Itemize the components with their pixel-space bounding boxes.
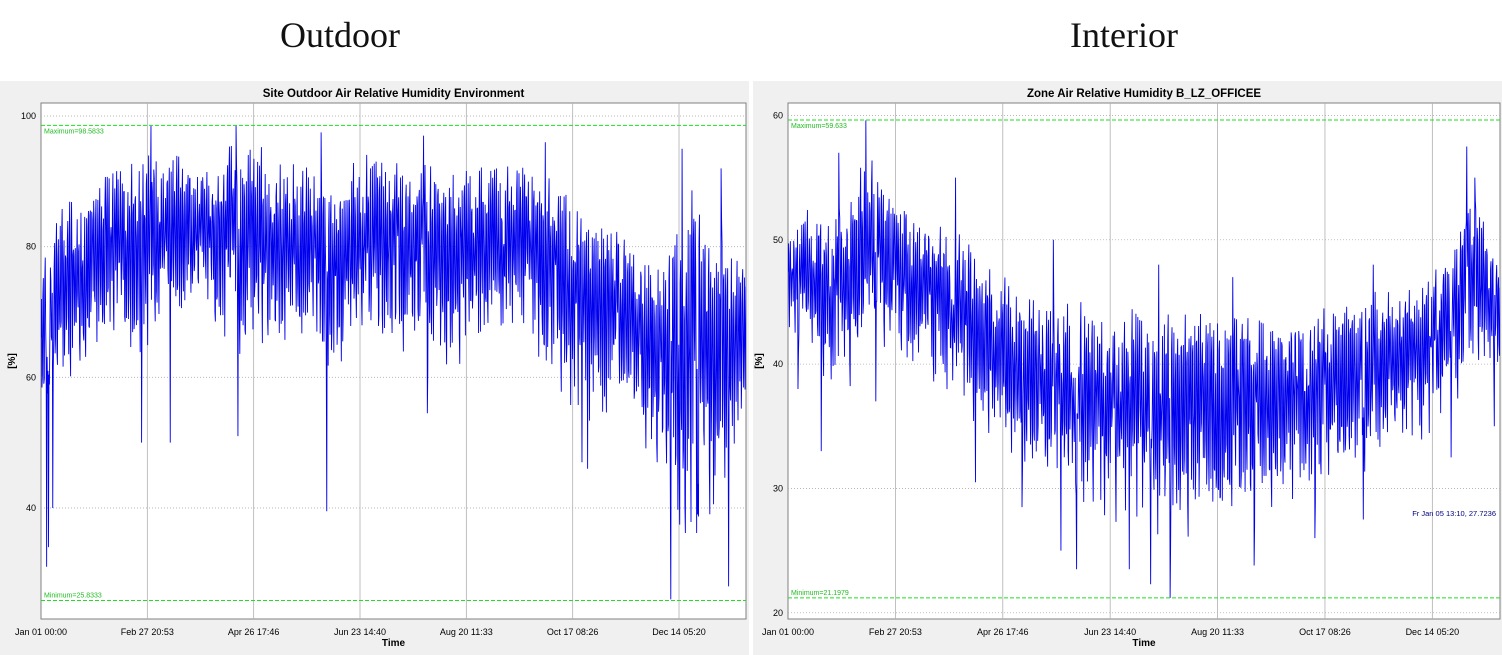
minimum-label: Minimum=25.8333 [44, 592, 102, 599]
y-axis-label: [%] [754, 353, 765, 369]
x-tick-label: Apr 26 17:46 [228, 627, 280, 637]
x-tick-label: Jun 23 14:40 [334, 627, 386, 637]
hover-annotation: Fr Jan 05 13:10, 27.7236 [1412, 509, 1496, 518]
y-tick-label: 30 [773, 483, 783, 493]
minimum-label: Minimum=21.1979 [791, 590, 849, 597]
interior-heading: Interior [1070, 15, 1178, 55]
x-tick-label: Feb 27 20:53 [869, 627, 922, 637]
chart-title: Site Outdoor Air Relative Humidity Envir… [263, 88, 525, 100]
outdoor-chart-panel: Site Outdoor Air Relative Humidity Envir… [0, 81, 749, 655]
y-tick-label: 80 [26, 242, 36, 252]
y-tick-label: 40 [773, 359, 783, 369]
x-axis-label: Time [382, 638, 406, 649]
x-tick-label: Dec 14 05:20 [1406, 627, 1460, 637]
y-tick-label: 60 [773, 110, 783, 120]
x-tick-label: Oct 17 08:26 [1299, 627, 1351, 637]
x-tick-label: Oct 17 08:26 [547, 627, 599, 637]
outdoor-heading: Outdoor [280, 15, 400, 55]
outdoor-humidity-chart: Site Outdoor Air Relative Humidity Envir… [7, 88, 747, 649]
maximum-label: Maximum=59.633 [791, 123, 847, 130]
y-tick-label: 60 [26, 372, 36, 382]
x-tick-label: Jan 01 00:00 [15, 627, 67, 637]
humidity-series-line [788, 120, 1500, 598]
interior-chart-panel: Zone Air Relative Humidity B_LZ_OFFICEE 2… [753, 81, 1502, 655]
x-tick-label: Apr 26 17:46 [977, 627, 1029, 637]
x-tick-label: Aug 20 11:33 [440, 627, 493, 637]
humidity-series-line [41, 125, 746, 600]
x-tick-label: Jun 23 14:40 [1084, 627, 1136, 637]
maximum-label: Maximum=98.5833 [44, 128, 104, 135]
y-tick-label: 40 [26, 503, 36, 513]
y-tick-label: 20 [773, 608, 783, 618]
x-tick-label: Feb 27 20:53 [121, 627, 174, 637]
x-tick-label: Jan 01 00:00 [762, 627, 814, 637]
interior-humidity-chart: Zone Air Relative Humidity B_LZ_OFFICEE 2… [754, 88, 1501, 649]
y-axis-label: [%] [7, 353, 18, 369]
x-tick-label: Aug 20 11:33 [1191, 627, 1244, 637]
chart-title: Zone Air Relative Humidity B_LZ_OFFICEE [1027, 88, 1261, 100]
x-axis-label: Time [1132, 638, 1156, 649]
y-tick-label: 100 [21, 111, 36, 121]
y-tick-label: 50 [773, 235, 783, 245]
x-tick-label: Dec 14 05:20 [652, 627, 706, 637]
